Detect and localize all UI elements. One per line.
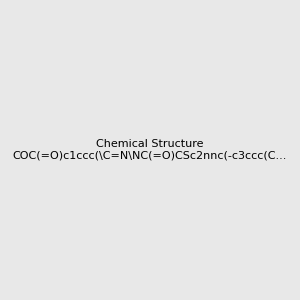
Text: Chemical Structure
COC(=O)c1ccc(\C=N\NC(=O)CSc2nnc(-c3ccc(C...: Chemical Structure COC(=O)c1ccc(\C=N\NC(…: [13, 139, 287, 161]
